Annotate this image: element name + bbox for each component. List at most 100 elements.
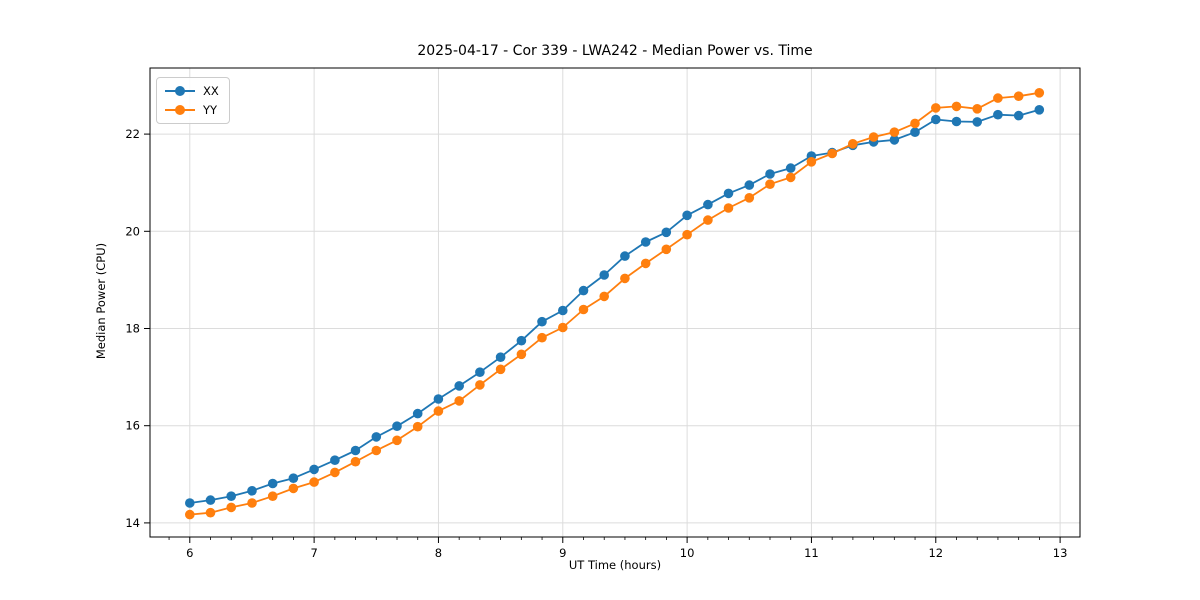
data-point-yy <box>433 406 444 416</box>
y-tick-label: 20 <box>125 224 140 238</box>
data-point-yy <box>205 507 216 518</box>
data-point-yy <box>392 435 402 446</box>
data-point-yy <box>475 380 485 390</box>
data-point-yy <box>454 396 465 406</box>
data-point-xx <box>454 381 465 391</box>
data-point-xx <box>1013 110 1024 121</box>
data-point-yy <box>640 258 651 269</box>
data-point-yy <box>516 349 527 360</box>
x-tick-label: 10 <box>680 546 695 560</box>
data-point-yy <box>703 215 713 225</box>
data-point-yy <box>537 332 547 343</box>
data-point-xx <box>640 237 651 247</box>
data-point-xx <box>599 270 609 280</box>
data-point-xx <box>475 367 485 378</box>
data-point-xx <box>392 421 402 432</box>
data-point-yy <box>682 229 692 240</box>
data-point-xx <box>1034 105 1045 115</box>
data-point-yy <box>1013 91 1024 101</box>
data-point-xx <box>993 109 1003 120</box>
data-point-xx <box>433 394 444 404</box>
data-point-yy <box>868 132 879 142</box>
data-point-yy <box>806 157 817 167</box>
x-tick-label: 11 <box>804 546 819 560</box>
data-point-xx <box>910 127 920 137</box>
data-point-xx <box>744 180 755 190</box>
data-point-yy <box>371 445 382 456</box>
data-point-xx <box>412 408 423 419</box>
data-point-yy <box>972 104 982 114</box>
data-point-yy <box>330 467 340 478</box>
data-point-yy <box>185 509 195 520</box>
data-point-yy <box>309 477 319 487</box>
data-point-xx <box>682 210 692 221</box>
x-tick-label: 7 <box>310 546 317 560</box>
series-line-xx <box>189 108 1040 504</box>
data-point-xx <box>330 455 340 466</box>
data-point-xx <box>247 486 257 496</box>
data-point-yy <box>578 304 589 315</box>
x-tick-label: 8 <box>435 546 442 560</box>
data-point-yy <box>765 179 775 189</box>
data-point-yy <box>247 498 257 508</box>
x-tick-label: 12 <box>928 546 943 560</box>
legend-label-yy: YY <box>203 103 218 117</box>
series-line-yy <box>189 91 1040 516</box>
data-point-yy <box>599 291 609 302</box>
data-point-yy <box>889 127 900 137</box>
legend-line-marker-icon <box>165 86 195 96</box>
y-tick-label: 14 <box>125 516 140 530</box>
data-point-xx <box>350 445 361 456</box>
chart-title: 2025-04-17 - Cor 339 - LWA242 - Median P… <box>417 43 813 59</box>
data-point-xx <box>516 335 527 346</box>
x-tick-label: 6 <box>186 546 193 560</box>
x-tick-label: 13 <box>1053 546 1068 560</box>
legend-line-marker-icon <box>165 105 195 115</box>
data-point-xx <box>931 114 941 125</box>
data-point-yy <box>931 103 941 113</box>
data-point-xx <box>765 169 775 179</box>
data-point-yy <box>558 322 568 333</box>
data-point-xx <box>558 305 568 316</box>
data-point-yy <box>827 148 837 159</box>
y-tick-label: 22 <box>125 127 140 141</box>
x-axis-label: UT Time (hours) <box>568 558 662 572</box>
plot-box <box>149 67 1081 538</box>
data-point-yy <box>910 118 920 129</box>
legend-label-xx: XX <box>203 84 219 98</box>
x-tick-label: 9 <box>559 546 566 560</box>
data-point-xx <box>371 432 382 442</box>
data-point-yy <box>723 203 734 213</box>
data-point-yy <box>226 502 236 513</box>
data-point-yy <box>350 456 361 467</box>
data-point-yy <box>267 491 278 502</box>
data-point-xx <box>288 473 299 484</box>
data-point-yy <box>785 172 796 183</box>
data-point-yy <box>1034 88 1045 98</box>
data-point-xx <box>185 498 195 508</box>
data-point-xx <box>723 188 734 199</box>
data-point-xx <box>205 495 216 505</box>
data-point-yy <box>993 93 1003 103</box>
data-point-xx <box>889 135 900 145</box>
data-point-yy <box>744 193 755 203</box>
data-point-xx <box>620 251 630 261</box>
y-tick-label: 16 <box>125 419 140 433</box>
legend-item-yy: YY <box>165 103 219 117</box>
y-axis-label-text: Median Power (CPU) <box>94 242 108 360</box>
data-point-xx <box>785 163 796 173</box>
data-point-yy <box>495 364 506 375</box>
data-point-xx <box>226 491 236 502</box>
data-point-yy <box>288 483 299 494</box>
data-point-yy <box>661 244 672 255</box>
data-point-xx <box>578 285 589 296</box>
data-point-xx <box>951 116 962 127</box>
data-point-xx <box>972 117 982 127</box>
data-point-xx <box>661 227 672 238</box>
legend: XX YY <box>156 77 230 124</box>
data-point-yy <box>620 273 630 284</box>
data-point-yy <box>412 421 423 432</box>
data-point-xx <box>309 464 319 475</box>
